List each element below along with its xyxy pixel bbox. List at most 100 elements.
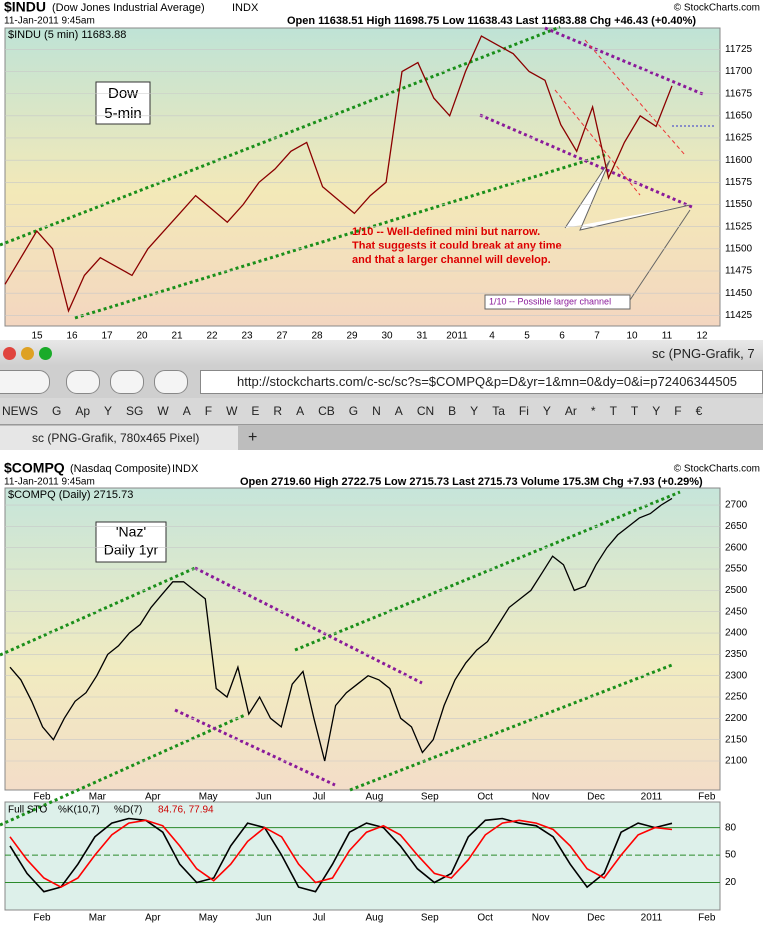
y-tick-label: 11625 bbox=[725, 133, 753, 144]
trend-lines bbox=[0, 490, 681, 827]
x-tick-label: 28 bbox=[311, 331, 323, 342]
quote: Open 11638.51 High 11698.75 Low 11638.43… bbox=[287, 15, 696, 27]
x-tick-label: Dec bbox=[587, 792, 605, 803]
x-tick-label: Oct bbox=[477, 913, 493, 924]
copyright: © StockCharts.com bbox=[674, 464, 760, 475]
bookmark[interactable]: NEWS bbox=[2, 404, 38, 418]
bookmark[interactable]: € bbox=[695, 404, 703, 418]
bookmark[interactable]: R bbox=[273, 404, 283, 418]
bookmark[interactable]: A bbox=[182, 404, 191, 418]
back-forward[interactable] bbox=[0, 370, 50, 394]
bookmark[interactable]: T bbox=[630, 404, 639, 418]
x-tick-label: 17 bbox=[101, 331, 113, 342]
x-tick-label: Aug bbox=[366, 913, 384, 924]
x-tick-label: Sep bbox=[421, 913, 439, 924]
callout bbox=[629, 209, 691, 301]
x-tick-label: 15 bbox=[31, 331, 43, 342]
x-tick-label: Mar bbox=[89, 913, 107, 924]
symbol: $COMPQ bbox=[4, 460, 65, 476]
bookmark[interactable]: T bbox=[609, 404, 617, 418]
title-bar: sc (PNG-Grafik, 7 bbox=[0, 340, 763, 366]
x-tick-label: 21 bbox=[171, 331, 183, 342]
bookmark[interactable]: CB bbox=[318, 404, 335, 418]
reload[interactable] bbox=[66, 370, 100, 394]
x-tick-label: Nov bbox=[532, 792, 550, 803]
bookmark[interactable]: N bbox=[372, 404, 381, 418]
callout bbox=[564, 159, 691, 231]
tab-bar: sc (PNG-Grafik, 780x465 Pixel) + bbox=[0, 425, 763, 450]
bookmark[interactable]: CN bbox=[416, 404, 435, 418]
window-title: sc (PNG-Grafik, 7 bbox=[652, 345, 755, 361]
y-tick-label: 2150 bbox=[725, 734, 748, 745]
bookmark[interactable]: F bbox=[674, 404, 682, 418]
x-tick-label: 27 bbox=[276, 331, 288, 342]
minimize-button[interactable] bbox=[21, 346, 34, 360]
x-tick-label: 10 bbox=[626, 331, 638, 342]
x-tick-label: 22 bbox=[206, 331, 218, 342]
x-tick-label: 12 bbox=[696, 331, 708, 342]
bookmark[interactable]: * bbox=[590, 404, 596, 418]
bookmark[interactable]: SG bbox=[126, 404, 144, 418]
exchange: INDX bbox=[172, 463, 199, 475]
x-tick-label: Aug bbox=[366, 792, 384, 803]
y-tick-label: 11700 bbox=[725, 66, 753, 77]
bookmark[interactable]: W bbox=[226, 404, 238, 418]
y-tick-label: 11725 bbox=[725, 44, 753, 55]
bookmark[interactable]: E bbox=[251, 404, 260, 418]
price-line bbox=[9, 819, 673, 889]
x-tick-label: Jun bbox=[256, 913, 272, 924]
url-field[interactable]: http://stockcharts.com/c-sc/sc?s=$COMPQ&… bbox=[200, 370, 763, 394]
bookmark[interactable]: Y bbox=[542, 404, 551, 418]
zoom-button[interactable] bbox=[39, 346, 52, 360]
bookmark[interactable]: Y bbox=[104, 404, 113, 418]
bookmark[interactable]: A bbox=[394, 404, 403, 418]
bookmark[interactable]: Ta bbox=[492, 404, 505, 418]
x-tick-label: Feb bbox=[698, 792, 716, 803]
bookmark[interactable]: Ap bbox=[75, 404, 91, 418]
annotation: and that a larger channel will develop. bbox=[352, 254, 551, 266]
legend: Full STO bbox=[8, 805, 47, 816]
bookmark[interactable]: F bbox=[204, 404, 213, 418]
date: 11-Jan-2011 9:45am bbox=[4, 477, 95, 488]
annotation-box bbox=[95, 521, 167, 563]
tab[interactable]: sc (PNG-Grafik, 780x465 Pixel) bbox=[0, 425, 238, 450]
x-tick-label: 23 bbox=[241, 331, 253, 342]
x-tick-label: 31 bbox=[416, 331, 428, 342]
annotation: 1/10 -- Possible larger channel bbox=[489, 296, 611, 306]
legend: $INDU (5 min) 11683.88 bbox=[8, 29, 126, 41]
x-tick-label: 4 bbox=[489, 331, 495, 342]
bookmark[interactable]: Y bbox=[470, 404, 479, 418]
bookmark[interactable]: A bbox=[296, 404, 305, 418]
date: 11-Jan-2011 9:45am bbox=[4, 16, 95, 27]
x-tick-label: Jul bbox=[313, 792, 326, 803]
bookmark[interactable]: Y bbox=[652, 404, 661, 418]
new-tab[interactable]: + bbox=[248, 428, 258, 446]
y-tick-label: 11550 bbox=[725, 199, 753, 210]
close-button[interactable] bbox=[3, 346, 16, 360]
x-tick-label: Jul bbox=[313, 913, 326, 924]
bookmark[interactable]: Fi bbox=[518, 404, 529, 418]
stop[interactable] bbox=[110, 370, 144, 394]
exchange: INDX bbox=[232, 2, 259, 14]
y-tick-label: 2300 bbox=[725, 670, 748, 681]
x-tick-label: Sep bbox=[421, 792, 439, 803]
y-tick-label: 2500 bbox=[725, 585, 748, 596]
x-tick-label: 7 bbox=[594, 331, 600, 342]
annotation: 1/10 -- Well-defined mini but narrow. bbox=[352, 226, 540, 238]
name: (Nasdaq Composite) bbox=[70, 463, 171, 475]
plot-area bbox=[4, 27, 721, 327]
bookmark[interactable]: B bbox=[448, 404, 457, 418]
x-tick-label: 20 bbox=[136, 331, 148, 342]
home[interactable] bbox=[154, 370, 188, 394]
name: (Dow Jones Industrial Average) bbox=[52, 2, 205, 14]
y-tick-label: 11600 bbox=[725, 155, 753, 166]
bookmark[interactable]: G bbox=[348, 404, 359, 418]
price-line bbox=[9, 497, 673, 762]
x-tick-label: Mar bbox=[89, 792, 107, 803]
bookmark[interactable]: G bbox=[52, 404, 62, 418]
annotation: Daily 1yr bbox=[104, 542, 159, 558]
bookmark[interactable]: Ar bbox=[564, 404, 577, 418]
copyright: © StockCharts.com bbox=[674, 3, 760, 14]
bookmark[interactable]: W bbox=[157, 404, 169, 418]
